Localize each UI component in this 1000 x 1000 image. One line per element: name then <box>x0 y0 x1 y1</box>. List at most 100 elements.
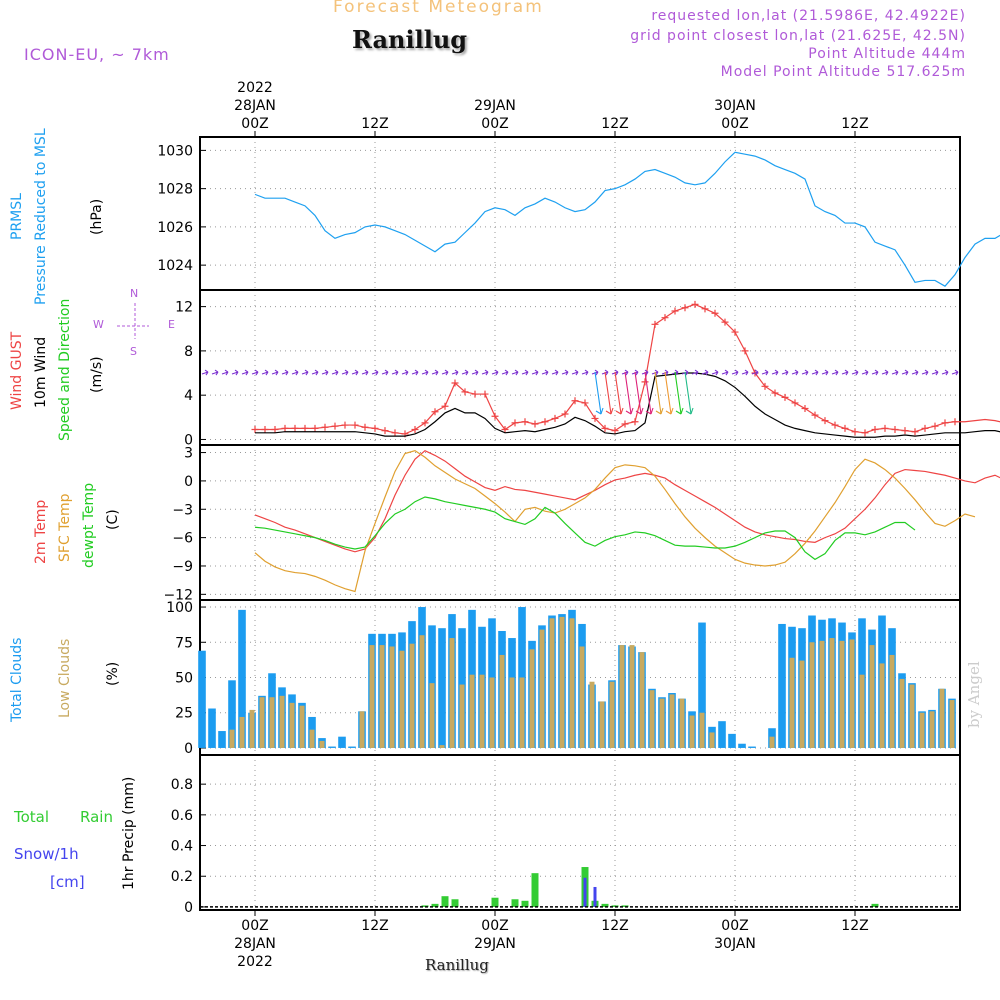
low-cloud-bar <box>399 650 405 748</box>
low-cloud-bar <box>279 695 285 748</box>
low-cloud-bar <box>409 643 415 748</box>
wind-direction-arrow <box>421 369 429 376</box>
p5-label-cm: [cm] <box>50 873 85 891</box>
gust-marker <box>641 378 649 386</box>
gust-marker <box>371 424 379 432</box>
y-tick-label: 0.6 <box>171 808 193 824</box>
y-tick-label: 75 <box>175 635 193 651</box>
sfc-temp-line <box>254 450 976 593</box>
p5-unit: 1hr Precip (mm) <box>121 776 137 890</box>
gust-marker <box>581 399 589 407</box>
low-cloud-bar <box>829 638 835 748</box>
wind-direction-arrow <box>291 369 299 376</box>
p5-label-snow: Snow/1h <box>14 845 79 863</box>
y-tick-label: −12 <box>163 587 193 603</box>
low-cloud-bar <box>909 684 915 748</box>
total-cloud-bar <box>738 743 746 748</box>
low-cloud-bar <box>619 645 625 748</box>
gust-marker <box>471 390 479 398</box>
low-cloud-bar <box>949 700 955 748</box>
wind-direction-arrow <box>281 369 289 376</box>
wind-direction-arrow <box>361 369 369 376</box>
low-cloud-bar <box>899 678 905 748</box>
x-tick-label-top: 12Z <box>361 116 388 132</box>
low-cloud-bar <box>919 712 925 748</box>
model-label: ICON-EU, ~ 7km <box>24 45 170 64</box>
wind-direction-arrow <box>801 369 809 376</box>
gust-marker <box>891 426 899 433</box>
total-cloud-bar <box>348 746 356 748</box>
wind-direction-arrow <box>581 369 589 376</box>
wind-direction-arrow <box>941 369 949 376</box>
gust-marker <box>621 420 629 428</box>
wind-direction-arrow <box>931 369 939 376</box>
y-tick-label: 1024 <box>157 258 193 274</box>
low-cloud-bar <box>579 646 585 748</box>
wind-direction-arrow <box>761 369 769 376</box>
wind-direction-arrow <box>791 369 799 376</box>
gust-marker <box>511 419 519 427</box>
wind-direction-arrow <box>771 369 779 376</box>
y-tick-label: −9 <box>172 559 193 575</box>
low-cloud-bar <box>819 640 825 748</box>
wind-arrow-strong <box>624 371 634 415</box>
low-cloud-bar <box>689 715 695 748</box>
y-tick-label: 1026 <box>157 220 193 236</box>
dewpt-line <box>254 496 916 561</box>
rain-bar <box>871 903 879 907</box>
wind-direction-arrow <box>561 369 569 376</box>
gust-marker <box>951 418 959 426</box>
rain-bar <box>451 899 459 907</box>
p2-label-wind: 10m Wind <box>33 336 49 408</box>
gust-marker <box>731 328 739 336</box>
wind-direction-arrow <box>271 369 279 376</box>
gust-marker <box>291 424 299 432</box>
gust-marker <box>531 420 539 428</box>
wind-direction-arrow <box>831 369 839 376</box>
p3-label-2m: 2m Temp <box>33 499 49 564</box>
rain-bar <box>431 903 439 907</box>
gust-marker <box>631 418 639 426</box>
x-tick-label-bottom: 12Z <box>601 918 628 934</box>
gust-marker <box>841 424 849 432</box>
gust-marker <box>481 390 489 398</box>
x-tick-label-bottom: 00Z <box>241 918 268 934</box>
y-tick-label: 0.4 <box>171 839 193 855</box>
compass-n: N <box>130 287 139 300</box>
wind-direction-arrow <box>951 369 959 376</box>
low-cloud-bar <box>419 635 425 748</box>
wind-direction-arrow <box>551 369 559 376</box>
p3-label-dewpt: dewpt Temp <box>81 482 97 568</box>
compass-cross <box>117 303 149 339</box>
low-cloud-bar <box>699 712 705 748</box>
gust-marker <box>341 421 349 429</box>
gust-marker <box>431 408 439 416</box>
temp2m-line <box>254 449 1000 553</box>
low-cloud-bar <box>519 677 525 748</box>
total-cloud-bar <box>238 609 246 748</box>
y-tick-label: 3 <box>184 446 193 462</box>
gust-marker <box>441 402 449 410</box>
compass-s: S <box>130 345 137 358</box>
gust-marker <box>261 426 269 433</box>
low-cloud-bar <box>249 709 255 748</box>
p2-label-gust: Wind GUST <box>9 331 25 410</box>
wind-direction-arrow <box>701 369 709 376</box>
gust-marker <box>661 314 669 322</box>
wind-direction-arrow <box>881 369 889 376</box>
wind-direction-arrow <box>381 369 389 376</box>
y-tick-label: 100 <box>166 600 193 616</box>
low-cloud-bar <box>929 711 935 748</box>
panel-frame <box>199 444 961 601</box>
low-cloud-bar <box>709 732 715 748</box>
wind-direction-arrow <box>411 369 419 376</box>
date-label-bottom: 28JAN <box>234 936 276 952</box>
wind-arrow-strong <box>594 371 604 415</box>
low-cloud-bar <box>269 697 275 748</box>
x-tick-label-top: 00Z <box>241 116 268 132</box>
y-tick-label: 1030 <box>157 143 193 159</box>
low-cloud-bar <box>589 681 595 748</box>
wind-direction-arrow <box>331 369 339 376</box>
gust-marker <box>781 393 789 401</box>
wind-direction-arrow <box>321 369 329 376</box>
